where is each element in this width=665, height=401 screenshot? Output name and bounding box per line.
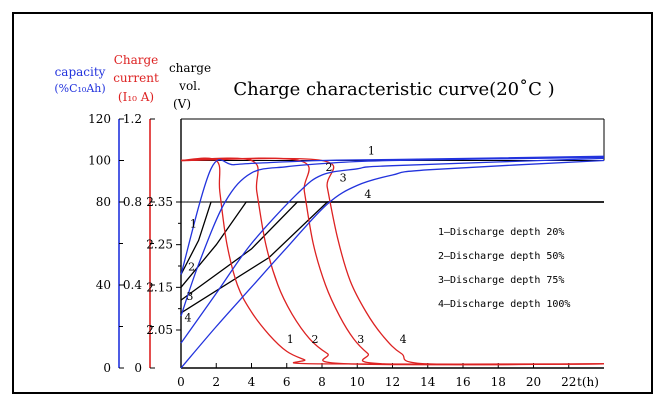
voltage-axis-label-line1: charge: [169, 61, 211, 75]
capacity-curve-1: [180, 155, 605, 275]
voltage-axis-label-line2: vol.: [178, 79, 201, 93]
x-axis-label: t(h): [577, 375, 599, 389]
capacity-tick-label: 120: [88, 112, 111, 126]
capacity-axis-label-line1: capacity: [55, 65, 106, 79]
capacity-curve-3: [180, 157, 605, 344]
current-curve-2: [180, 157, 605, 366]
capacity-curve-label-2: 2: [326, 161, 333, 174]
x-tick-label: 2: [212, 375, 220, 389]
x-tick-label: 22: [561, 375, 576, 389]
current-curve-label-4: 4: [400, 333, 407, 346]
x-tick-label: 10: [350, 375, 365, 389]
voltage-tick-label: 2.15: [146, 280, 173, 294]
x-tick-label: 12: [385, 375, 400, 389]
x-tick-label: 0: [177, 375, 185, 389]
voltage-tick-label: 2.05: [146, 323, 173, 337]
x-tick-label: 20: [526, 375, 541, 389]
current-curve-1: [180, 157, 605, 365]
x-tick-label: 8: [318, 375, 326, 389]
voltage-axis-label-line3: (V): [173, 97, 191, 111]
capacity-tick-label: 100: [88, 154, 111, 168]
capacity-tick-label: 0: [103, 361, 111, 375]
voltage-tick-label: 2.25: [146, 238, 173, 252]
outer-frame: [12, 12, 653, 394]
capacity-tick-label: 40: [96, 278, 111, 292]
current-axis-label-line3: (I₁₀ A): [118, 90, 154, 104]
current-curve-3: [180, 157, 605, 366]
legend-entry-3: 3—Discharge depth 75%: [438, 275, 564, 286]
current-curve-label-2: 2: [311, 333, 318, 346]
legend-entry-2: 2—Discharge depth 50%: [438, 251, 564, 262]
current-tick-label: 0.4: [123, 278, 142, 292]
capacity-curve-label-3: 3: [340, 171, 347, 184]
current-tick-label: 1.2: [123, 112, 142, 126]
voltage-curve-label-3: 3: [186, 290, 193, 303]
voltage-tick-label: 2.35: [146, 195, 173, 209]
x-tick-label: 16: [455, 375, 470, 389]
voltage-curve-label-2: 2: [188, 260, 195, 273]
current-tick-label: 0: [134, 361, 142, 375]
capacity-curve-label-1: 1: [368, 144, 375, 157]
current-curve-label-1: 1: [287, 333, 294, 346]
capacity-curve-2: [180, 156, 605, 317]
current-curve-4: [180, 157, 605, 366]
voltage-curve-1: [180, 201, 604, 275]
current-axis-label-line2: current: [113, 71, 159, 85]
current-axis-label-line1: Charge: [114, 53, 159, 67]
current-tick-label: 0.8: [123, 195, 142, 209]
legend-entry-4: 4—Discharge depth 100%: [438, 299, 570, 310]
x-tick-label: 6: [283, 375, 291, 389]
capacity-curve-4: [180, 159, 605, 369]
voltage-curve-label-1: 1: [190, 218, 197, 231]
chart-title: Charge characteristic curve(20˚C ): [233, 78, 554, 100]
x-tick-label: 18: [491, 375, 506, 389]
capacity-curve-label-4: 4: [364, 188, 371, 201]
voltage-curve-4: [180, 201, 604, 314]
capacity-axis-label-line2: (%C₁₀Ah): [54, 82, 105, 95]
capacity-tick-label: 80: [96, 195, 111, 209]
current-curve-label-3: 3: [357, 333, 364, 346]
voltage-curve-label-4: 4: [185, 311, 192, 324]
x-tick-label: 14: [420, 375, 436, 389]
legend-entry-1: 1—Discharge depth 20%: [438, 227, 564, 238]
x-tick-label: 4: [248, 375, 256, 389]
